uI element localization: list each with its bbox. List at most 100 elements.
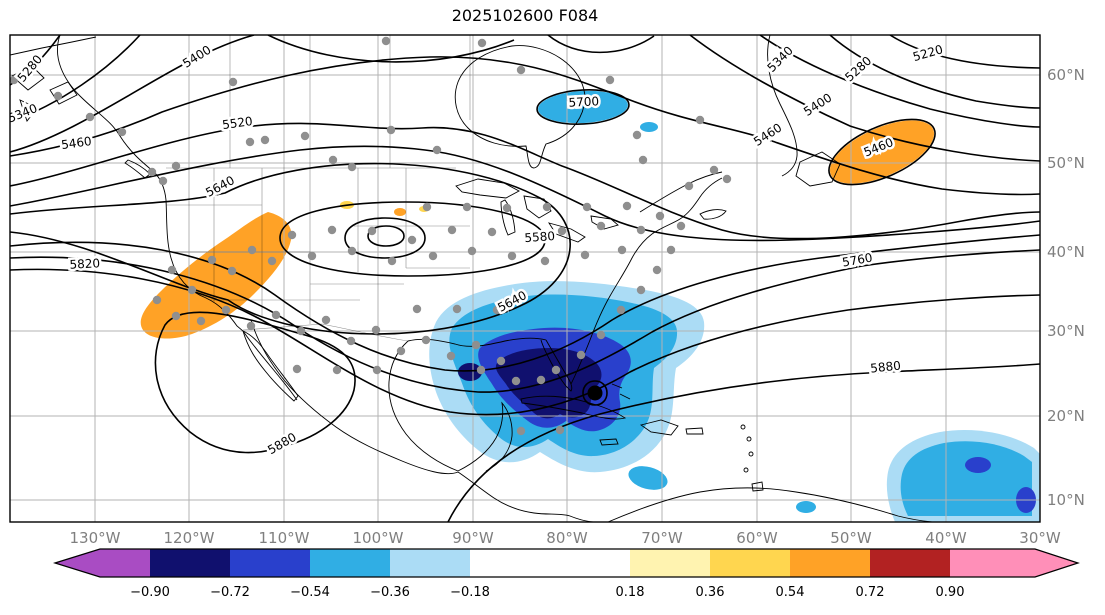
colorbar-tick-label: 0.18 [616,585,645,600]
contour-label: 5820 [69,256,100,272]
contour-line [367,225,405,247]
station-dot [347,246,357,256]
border-line [242,323,409,342]
anomaly-colorbar: −0.90 −0.72 −0.54 −0.36 −0.18 0.18 0.36 0.54 0.7… [52,548,1080,600]
coastline [599,438,619,446]
colorbar-tick-label: −0.90 [130,585,170,600]
contour-label: 5220 [911,42,944,64]
station-dot [596,330,606,340]
coastline [540,339,573,392]
station-dot [332,365,342,375]
station-dot [407,235,417,245]
station-dot [167,265,177,275]
station-dot [446,351,456,361]
coastline [590,215,619,230]
station-dot [428,251,438,261]
anomaly-fill [394,208,406,216]
contour-label: 5520 [221,114,253,132]
coastline [699,209,727,220]
station-dot [228,77,238,87]
contour-label: 5340 [764,43,795,74]
station-dot [207,255,217,265]
station-dot [327,225,337,235]
contour-line [279,201,546,277]
station-dot [227,266,237,276]
anomaly-fill [900,441,1032,516]
coastline [619,393,631,400]
station-dot [605,75,615,85]
colorbar-tick-label: 0.36 [696,585,725,600]
station-dot [471,340,481,350]
station-dot [152,295,162,305]
station-dots-layer [10,36,732,436]
station-dot [467,246,477,256]
contour-line [10,249,1040,393]
station-dot [85,112,95,122]
contour-label: 5460 [60,134,92,152]
colorbar-tick-label: −0.54 [290,585,330,600]
station-dot [540,256,550,266]
contour-label: 5280 [15,52,45,84]
station-dot [709,165,719,175]
latlon-gridlines [10,35,1040,522]
station-dot [421,335,431,345]
contour-line [536,89,630,125]
colorbar-segment [470,549,630,577]
colorbar-tick-label: 0.90 [936,585,965,600]
anomaly-fill [458,363,482,381]
station-dot [576,350,586,360]
station-dot [367,226,377,236]
station-dot [412,304,422,314]
station-dot [307,251,317,261]
station-dot [652,265,662,275]
colorbar-segment [390,549,470,577]
latitude-axis-labels: 60°N 50°N 40°N 30°N 20°N 10°N [1047,66,1085,509]
colorbar-segment [710,549,790,577]
station-dot [516,65,526,75]
station-dot [292,364,302,374]
station-dot [267,256,277,266]
station-dot [551,365,561,375]
contour-line [582,380,608,406]
coastline [751,481,764,492]
contour-label: 5280 [842,54,874,85]
station-dot [117,127,127,137]
latitude-label: 10°N [1047,491,1085,509]
longitude-label: 130°W [70,529,121,547]
station-dot [507,251,517,261]
station-dot [555,425,565,435]
contour-label: 5340 [6,101,40,125]
station-dot [432,145,442,155]
longitude-label: 80°W [546,529,588,547]
colorbar-tick-label: −0.72 [210,585,250,600]
anomaly-fill [628,466,668,490]
station-dot [422,202,432,212]
station-dot [655,211,665,221]
station-dot [617,245,627,255]
latitude-label: 60°N [1047,66,1085,84]
colorbar-tick-label: −0.18 [450,585,490,600]
contour-line [447,363,1040,522]
longitude-label: 110°W [259,529,310,547]
height-contours [10,35,1040,522]
coastline [795,151,841,187]
contour-label: 5400 [180,43,213,71]
station-dot [684,181,694,191]
station-dot [476,365,486,375]
coastline [639,419,679,436]
station-dot [381,36,391,46]
station-dot [247,245,257,255]
station-dot [487,227,497,237]
station-dot [346,336,356,346]
coastline [455,178,520,199]
plot-border [9,34,1041,523]
station-dot [580,250,590,260]
coastline [457,471,597,522]
contour-label: 5640 [203,173,237,200]
anomaly-fill [796,501,816,513]
coastline [11,65,45,91]
coastline [250,319,459,475]
coastline [10,36,97,56]
station-dot [371,325,381,335]
